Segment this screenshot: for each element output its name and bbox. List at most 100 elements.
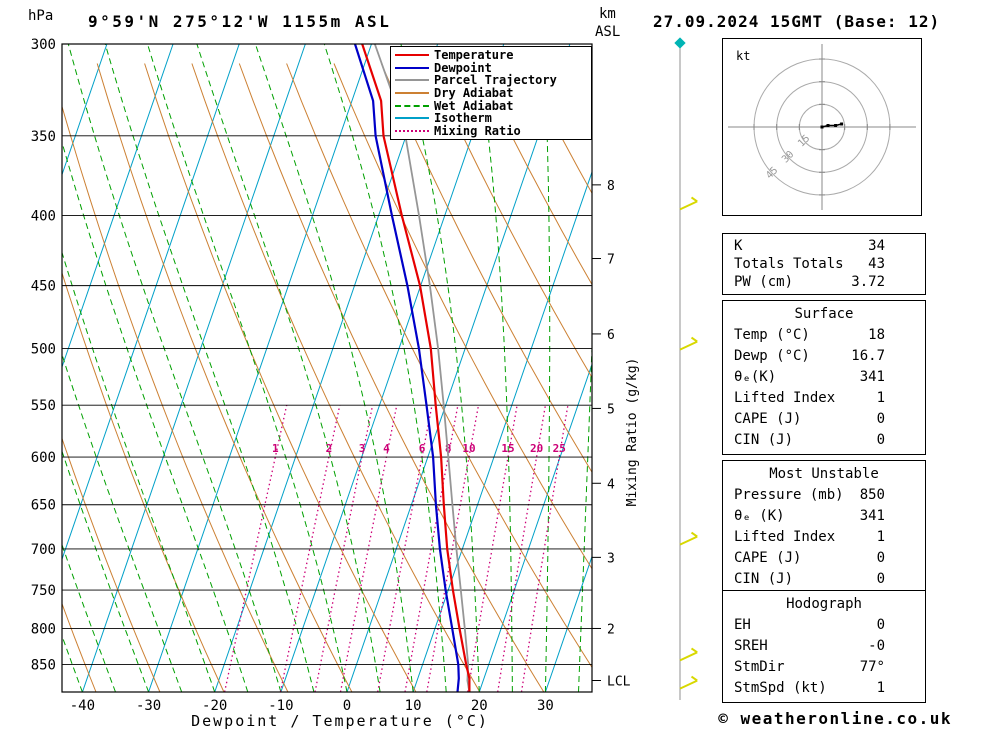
svg-text:0: 0 bbox=[343, 698, 351, 714]
parcel-trajectory-curve bbox=[373, 44, 471, 692]
stat-label: CAPE (J) bbox=[734, 411, 802, 427]
stat-label: Dewp (°C) bbox=[734, 348, 810, 364]
svg-text:6: 6 bbox=[419, 442, 426, 455]
svg-text:750: 750 bbox=[31, 583, 56, 599]
legend-line-sample bbox=[395, 104, 429, 107]
svg-text:3: 3 bbox=[359, 442, 366, 455]
stat-value: 3.72 bbox=[851, 274, 885, 290]
svg-text:300: 300 bbox=[31, 37, 56, 53]
svg-text:25: 25 bbox=[553, 442, 566, 455]
stat-value: 1 bbox=[876, 680, 885, 696]
pressure-gridlines bbox=[62, 43, 592, 666]
km-axis-unit: km bbox=[599, 6, 616, 22]
svg-text:10: 10 bbox=[462, 442, 475, 455]
legend-item: Parcel Trajectory bbox=[395, 74, 591, 87]
stat-value: 0 bbox=[876, 550, 885, 566]
stat-row: Dewp (°C) 16.7 bbox=[723, 346, 925, 367]
stat-label: EH bbox=[734, 617, 751, 633]
legend-label: Wet Adiabat bbox=[434, 98, 514, 113]
legend-label: Dry Adiabat bbox=[434, 86, 514, 101]
svg-text:800: 800 bbox=[31, 622, 56, 638]
svg-text:15: 15 bbox=[501, 442, 514, 455]
legend-label: Isotherm bbox=[434, 111, 492, 126]
legend-line-sample bbox=[395, 79, 429, 82]
legend-line-sample bbox=[395, 92, 429, 95]
wind-barb bbox=[679, 535, 698, 546]
svg-text:500: 500 bbox=[31, 341, 56, 357]
stat-row: K 34 bbox=[723, 237, 925, 255]
svg-text:7: 7 bbox=[607, 253, 615, 268]
legend-item: Dry Adiabat bbox=[395, 87, 591, 100]
svg-text:20: 20 bbox=[471, 698, 488, 714]
stat-row: StmSpd (kt) 1 bbox=[723, 678, 925, 699]
isotherm-lines bbox=[62, 44, 592, 692]
stat-row: EH 0 bbox=[723, 615, 925, 636]
stat-value: 850 bbox=[859, 487, 885, 503]
svg-text:10: 10 bbox=[405, 698, 422, 714]
legend-label: Temperature bbox=[434, 48, 514, 63]
svg-text:5: 5 bbox=[607, 402, 615, 417]
svg-text:-30: -30 bbox=[136, 698, 161, 714]
stat-label: Lifted Index bbox=[734, 390, 836, 406]
stat-label: CIN (J) bbox=[734, 571, 794, 587]
svg-text:650: 650 bbox=[31, 498, 56, 514]
svg-text:600: 600 bbox=[31, 450, 56, 466]
stat-label: θₑ (K) bbox=[734, 508, 785, 524]
stat-label: SREH bbox=[734, 638, 768, 654]
legend-item: Isotherm bbox=[395, 112, 591, 125]
stat-label: StmDir bbox=[734, 659, 785, 675]
svg-text:3: 3 bbox=[607, 551, 615, 566]
legend-item: Mixing Ratio bbox=[395, 125, 591, 138]
wind-barb bbox=[679, 651, 698, 662]
stat-row: CIN (J) 0 bbox=[723, 569, 925, 590]
altitude-tick-labels: 8 7 6 5 4 3 2 LCL bbox=[592, 179, 631, 690]
stat-row: Totals Totals 43 bbox=[723, 255, 925, 273]
copyright-link[interactable]: © weatheronline.co.uk bbox=[718, 709, 952, 728]
wind-barb-feather bbox=[690, 675, 698, 682]
stat-value: 0 bbox=[876, 411, 885, 427]
svg-text:850: 850 bbox=[31, 658, 56, 674]
stat-row: θₑ (K) 341 bbox=[723, 506, 925, 527]
wind-barb bbox=[679, 679, 698, 690]
hodograph-trace-point bbox=[834, 124, 838, 127]
svg-text:1: 1 bbox=[272, 442, 279, 455]
mixing-ratio-axis-label: Mixing Ratio (g/kg) bbox=[625, 357, 640, 507]
stat-row: SREH -0 bbox=[723, 636, 925, 657]
stats-box-most-unstable: Most Unstable Pressure (mb) 850 θₑ (K) 341 Li… bbox=[722, 460, 926, 594]
stat-value: 77° bbox=[859, 659, 885, 675]
svg-text:4: 4 bbox=[607, 477, 615, 492]
legend-line-sample bbox=[395, 129, 429, 132]
dewpoint-curve bbox=[353, 44, 460, 692]
temperature-axis-label: Dewpoint / Temperature (°C) bbox=[191, 712, 489, 730]
svg-text:8: 8 bbox=[607, 179, 615, 194]
legend-label: Dewpoint bbox=[434, 60, 492, 75]
wind-barb bbox=[679, 200, 698, 211]
temperature-tick-labels: -40 -30 -20 -10 0 10 20 30 bbox=[70, 698, 554, 714]
svg-text:2: 2 bbox=[326, 442, 333, 455]
hodograph-trace bbox=[821, 123, 842, 128]
stat-label: Lifted Index bbox=[734, 529, 836, 545]
svg-text:-40: -40 bbox=[70, 698, 95, 714]
wind-barb-feather bbox=[690, 336, 698, 343]
wind-barb bbox=[679, 340, 698, 351]
hodograph-trace-point bbox=[840, 122, 844, 126]
stat-row: Lifted Index 1 bbox=[723, 527, 925, 548]
stat-value: 1 bbox=[876, 529, 885, 545]
stat-value: 18 bbox=[868, 327, 885, 343]
stat-value: 43 bbox=[868, 256, 885, 272]
stat-row: CAPE (J) 0 bbox=[723, 548, 925, 569]
plot-frame bbox=[61, 43, 593, 693]
wind-barb-column bbox=[674, 37, 698, 700]
legend-item: Dewpoint bbox=[395, 62, 591, 75]
stat-value: 16.7 bbox=[851, 348, 885, 364]
stat-value: 0 bbox=[876, 571, 885, 587]
svg-text:550: 550 bbox=[31, 398, 56, 414]
legend-label: Mixing Ratio bbox=[434, 123, 521, 138]
stat-row: Pressure (mb) 850 bbox=[723, 485, 925, 506]
legend-label: Parcel Trajectory bbox=[434, 73, 557, 88]
pressure-axis-unit: hPa bbox=[28, 8, 54, 24]
svg-text:-10: -10 bbox=[268, 698, 293, 714]
stat-value: 341 bbox=[859, 508, 885, 524]
